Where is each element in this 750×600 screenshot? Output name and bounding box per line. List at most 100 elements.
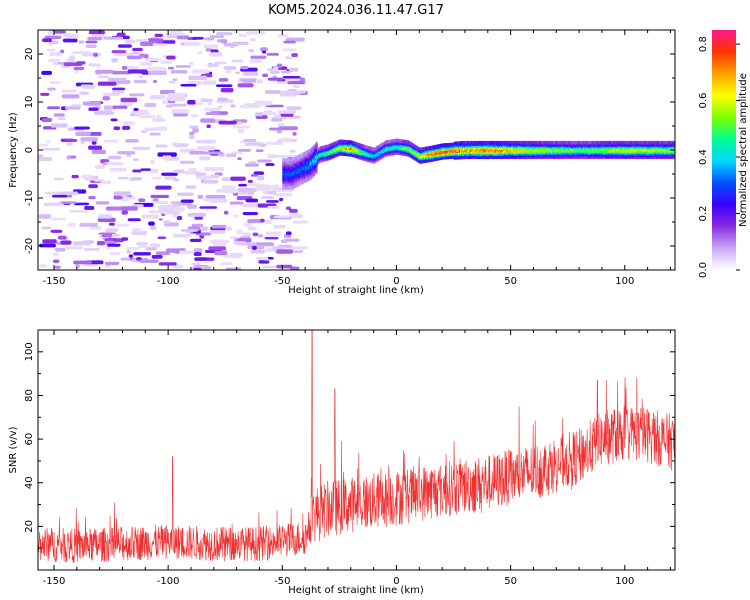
heatmap-cell bbox=[61, 89, 78, 93]
heatmap-cell bbox=[113, 191, 131, 196]
heatmap-cell bbox=[300, 177, 303, 181]
heatmap-cell bbox=[467, 140, 469, 144]
heatmap-cell bbox=[507, 140, 509, 144]
heatmap-cell bbox=[290, 180, 292, 184]
heatmap-cell bbox=[293, 185, 295, 189]
heatmap-cell bbox=[38, 214, 52, 219]
heatmap-cell bbox=[478, 140, 480, 144]
heatmap-cell bbox=[125, 139, 139, 143]
heatmap-cell bbox=[415, 145, 418, 149]
heatmap-cell bbox=[312, 154, 314, 158]
heatmap-cell bbox=[490, 140, 493, 144]
heatmap-cell bbox=[319, 146, 321, 150]
heatmap-cell bbox=[314, 172, 316, 176]
heatmap-cell bbox=[305, 154, 308, 158]
heatmap-cell bbox=[112, 87, 126, 91]
heatmap-cell bbox=[132, 228, 142, 233]
heatmap-cell bbox=[203, 198, 211, 202]
heatmap-cell bbox=[301, 173, 304, 177]
heatmap-cell bbox=[192, 36, 204, 40]
heatmap-cell bbox=[132, 158, 139, 161]
heatmap-cell bbox=[433, 145, 435, 148]
heatmap-cell bbox=[314, 166, 316, 170]
heatmap-cell bbox=[313, 157, 315, 161]
heatmap-cell bbox=[286, 164, 288, 168]
heatmap-cell bbox=[149, 132, 161, 136]
heatmap-cell bbox=[313, 155, 315, 159]
heatmap-cell bbox=[294, 160, 297, 164]
heatmap-cell bbox=[128, 254, 134, 258]
heatmap-cell bbox=[139, 61, 153, 66]
heatmap-cell bbox=[107, 155, 122, 160]
heatmap-cell bbox=[292, 184, 294, 188]
heatmap-cell bbox=[311, 155, 313, 159]
heatmap-cell bbox=[114, 52, 134, 57]
heatmap-cell bbox=[292, 157, 294, 161]
heatmap-cell bbox=[109, 167, 127, 172]
heatmap-cell bbox=[462, 141, 464, 144]
heatmap-cell bbox=[203, 151, 224, 155]
heatmap-cell bbox=[157, 205, 173, 210]
heatmap-cell bbox=[269, 127, 280, 131]
heatmap-cell bbox=[361, 144, 363, 147]
heatmap-cell bbox=[285, 178, 287, 182]
heatmap-cell bbox=[314, 168, 316, 172]
heatmap-cell bbox=[310, 150, 312, 154]
heatmap-cell bbox=[199, 206, 218, 209]
heatmap-cell bbox=[300, 163, 303, 167]
heatmap-cell bbox=[102, 96, 111, 101]
heatmap-cell bbox=[303, 159, 306, 163]
heatmap-cell bbox=[303, 164, 306, 167]
heatmap-cell bbox=[375, 146, 378, 150]
heatmap-cell bbox=[522, 140, 525, 144]
heatmap-cell bbox=[290, 187, 292, 190]
heatmap-cell bbox=[300, 157, 303, 161]
heatmap-cell bbox=[80, 137, 99, 142]
heatmap-cell bbox=[292, 178, 294, 181]
heatmap-cell bbox=[51, 217, 66, 221]
heatmap-cell bbox=[285, 164, 287, 168]
heatmap-cell bbox=[286, 168, 288, 172]
heatmap-cell bbox=[148, 221, 155, 226]
heatmap-cell bbox=[290, 164, 292, 168]
heatmap-cell bbox=[113, 126, 121, 131]
heatmap-cell bbox=[304, 167, 307, 171]
heatmap-cell bbox=[318, 147, 320, 151]
heatmap-cell bbox=[252, 232, 259, 237]
heatmap-cell bbox=[306, 176, 309, 180]
heatmap-cell bbox=[292, 159, 294, 163]
heatmap-cell bbox=[247, 218, 262, 224]
heatmap-cell bbox=[489, 140, 492, 144]
heatmap-cell bbox=[104, 161, 124, 166]
heatmap-cell bbox=[282, 184, 284, 188]
heatmap-cell bbox=[509, 140, 511, 144]
heatmap-cell bbox=[283, 170, 285, 174]
heatmap-cell bbox=[156, 126, 168, 131]
heatmap-cell bbox=[304, 173, 307, 177]
heatmap-cell bbox=[103, 139, 119, 143]
heatmap-cell bbox=[300, 182, 303, 185]
heatmap-cell bbox=[417, 146, 420, 150]
heatmap-cell bbox=[262, 190, 267, 195]
heatmap-cell bbox=[291, 182, 293, 186]
heatmap-cell bbox=[315, 144, 317, 148]
heatmap-cell bbox=[237, 191, 248, 195]
heatmap-cell bbox=[300, 155, 303, 159]
heatmap-cell bbox=[287, 170, 289, 174]
heatmap-cell bbox=[144, 127, 157, 131]
heatmap-cell bbox=[189, 134, 195, 140]
heatmap-cell bbox=[193, 252, 202, 257]
heatmap-cell bbox=[220, 87, 234, 93]
heatmap-cell bbox=[371, 147, 374, 150]
heatmap-cell bbox=[85, 40, 98, 44]
heatmap-cell bbox=[212, 242, 226, 247]
heatmap-cell bbox=[368, 146, 371, 149]
heatmap-cell bbox=[302, 176, 305, 180]
heatmap-cell bbox=[265, 163, 275, 167]
heatmap-cell bbox=[293, 85, 300, 89]
heatmap-cell bbox=[300, 169, 303, 173]
heatmap-cell bbox=[313, 167, 315, 171]
heatmap-cell bbox=[518, 140, 521, 144]
heatmap-cell bbox=[301, 154, 304, 158]
heatmap-cell bbox=[309, 157, 311, 160]
